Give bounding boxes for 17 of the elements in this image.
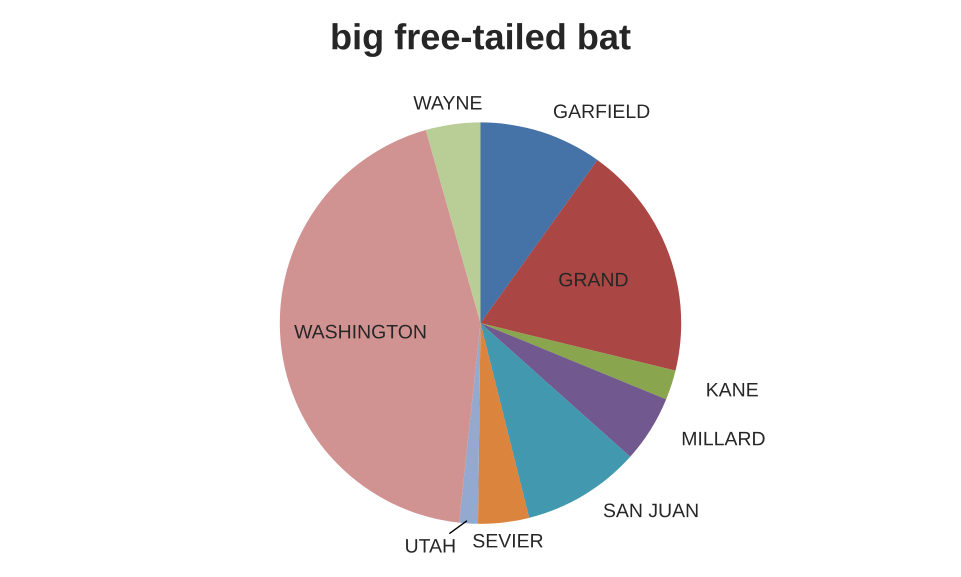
pie-slice bbox=[480, 323, 666, 457]
chart-title: big free-tailed bat bbox=[332, 23, 631, 57]
slice-label: GARFIELD bbox=[554, 104, 650, 118]
slice-label: MILLARD bbox=[682, 432, 765, 446]
pie-slice bbox=[480, 160, 682, 371]
pie-slice bbox=[480, 323, 676, 400]
slice-label: UTAH bbox=[406, 539, 455, 553]
pie-slice bbox=[459, 323, 480, 524]
slice-label: KANE bbox=[707, 382, 758, 396]
slice-label: SAN JUAN bbox=[604, 504, 698, 518]
slice-label: GRAND bbox=[559, 272, 628, 286]
pie-slice bbox=[426, 122, 480, 324]
slice-label: SEVIER bbox=[473, 534, 543, 548]
slice-label: WASHINGTON bbox=[294, 324, 426, 339]
slice-label: WAYNE bbox=[413, 96, 482, 110]
pie-slice bbox=[478, 323, 530, 524]
pie-slice bbox=[280, 130, 480, 523]
